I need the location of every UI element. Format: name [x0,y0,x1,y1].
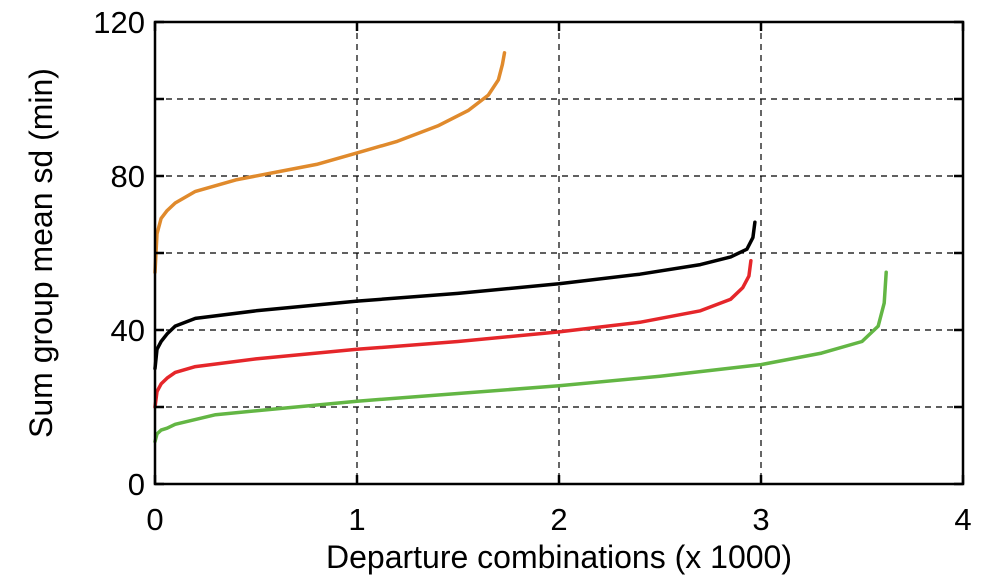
series-lines [153,51,888,444]
x-tick-label: 4 [954,502,971,537]
grid-lines [155,22,963,484]
y-tick-label: 80 [111,159,145,194]
y-tick-label: 120 [93,5,145,40]
y-tick-label: 0 [128,467,145,502]
series-line-3 [153,258,753,409]
series-line-1 [153,51,507,275]
y-tick-label: 40 [111,313,145,348]
series-line-4 [153,270,888,444]
x-tick-label: 2 [550,502,567,537]
x-tick-label: 3 [752,502,769,537]
x-tick-labels: 0 1 2 3 4 [146,502,971,537]
axis-ticks [153,20,965,486]
x-tick-label: 1 [348,502,365,537]
x-tick-label: 0 [146,502,163,537]
series-line-2 [153,220,757,371]
x-axis-title: Departure combinations (x 1000) [326,539,792,575]
y-tick-labels: 0 40 80 120 [93,5,145,502]
y-axis-title: Sum group mean sd (min) [23,68,59,438]
